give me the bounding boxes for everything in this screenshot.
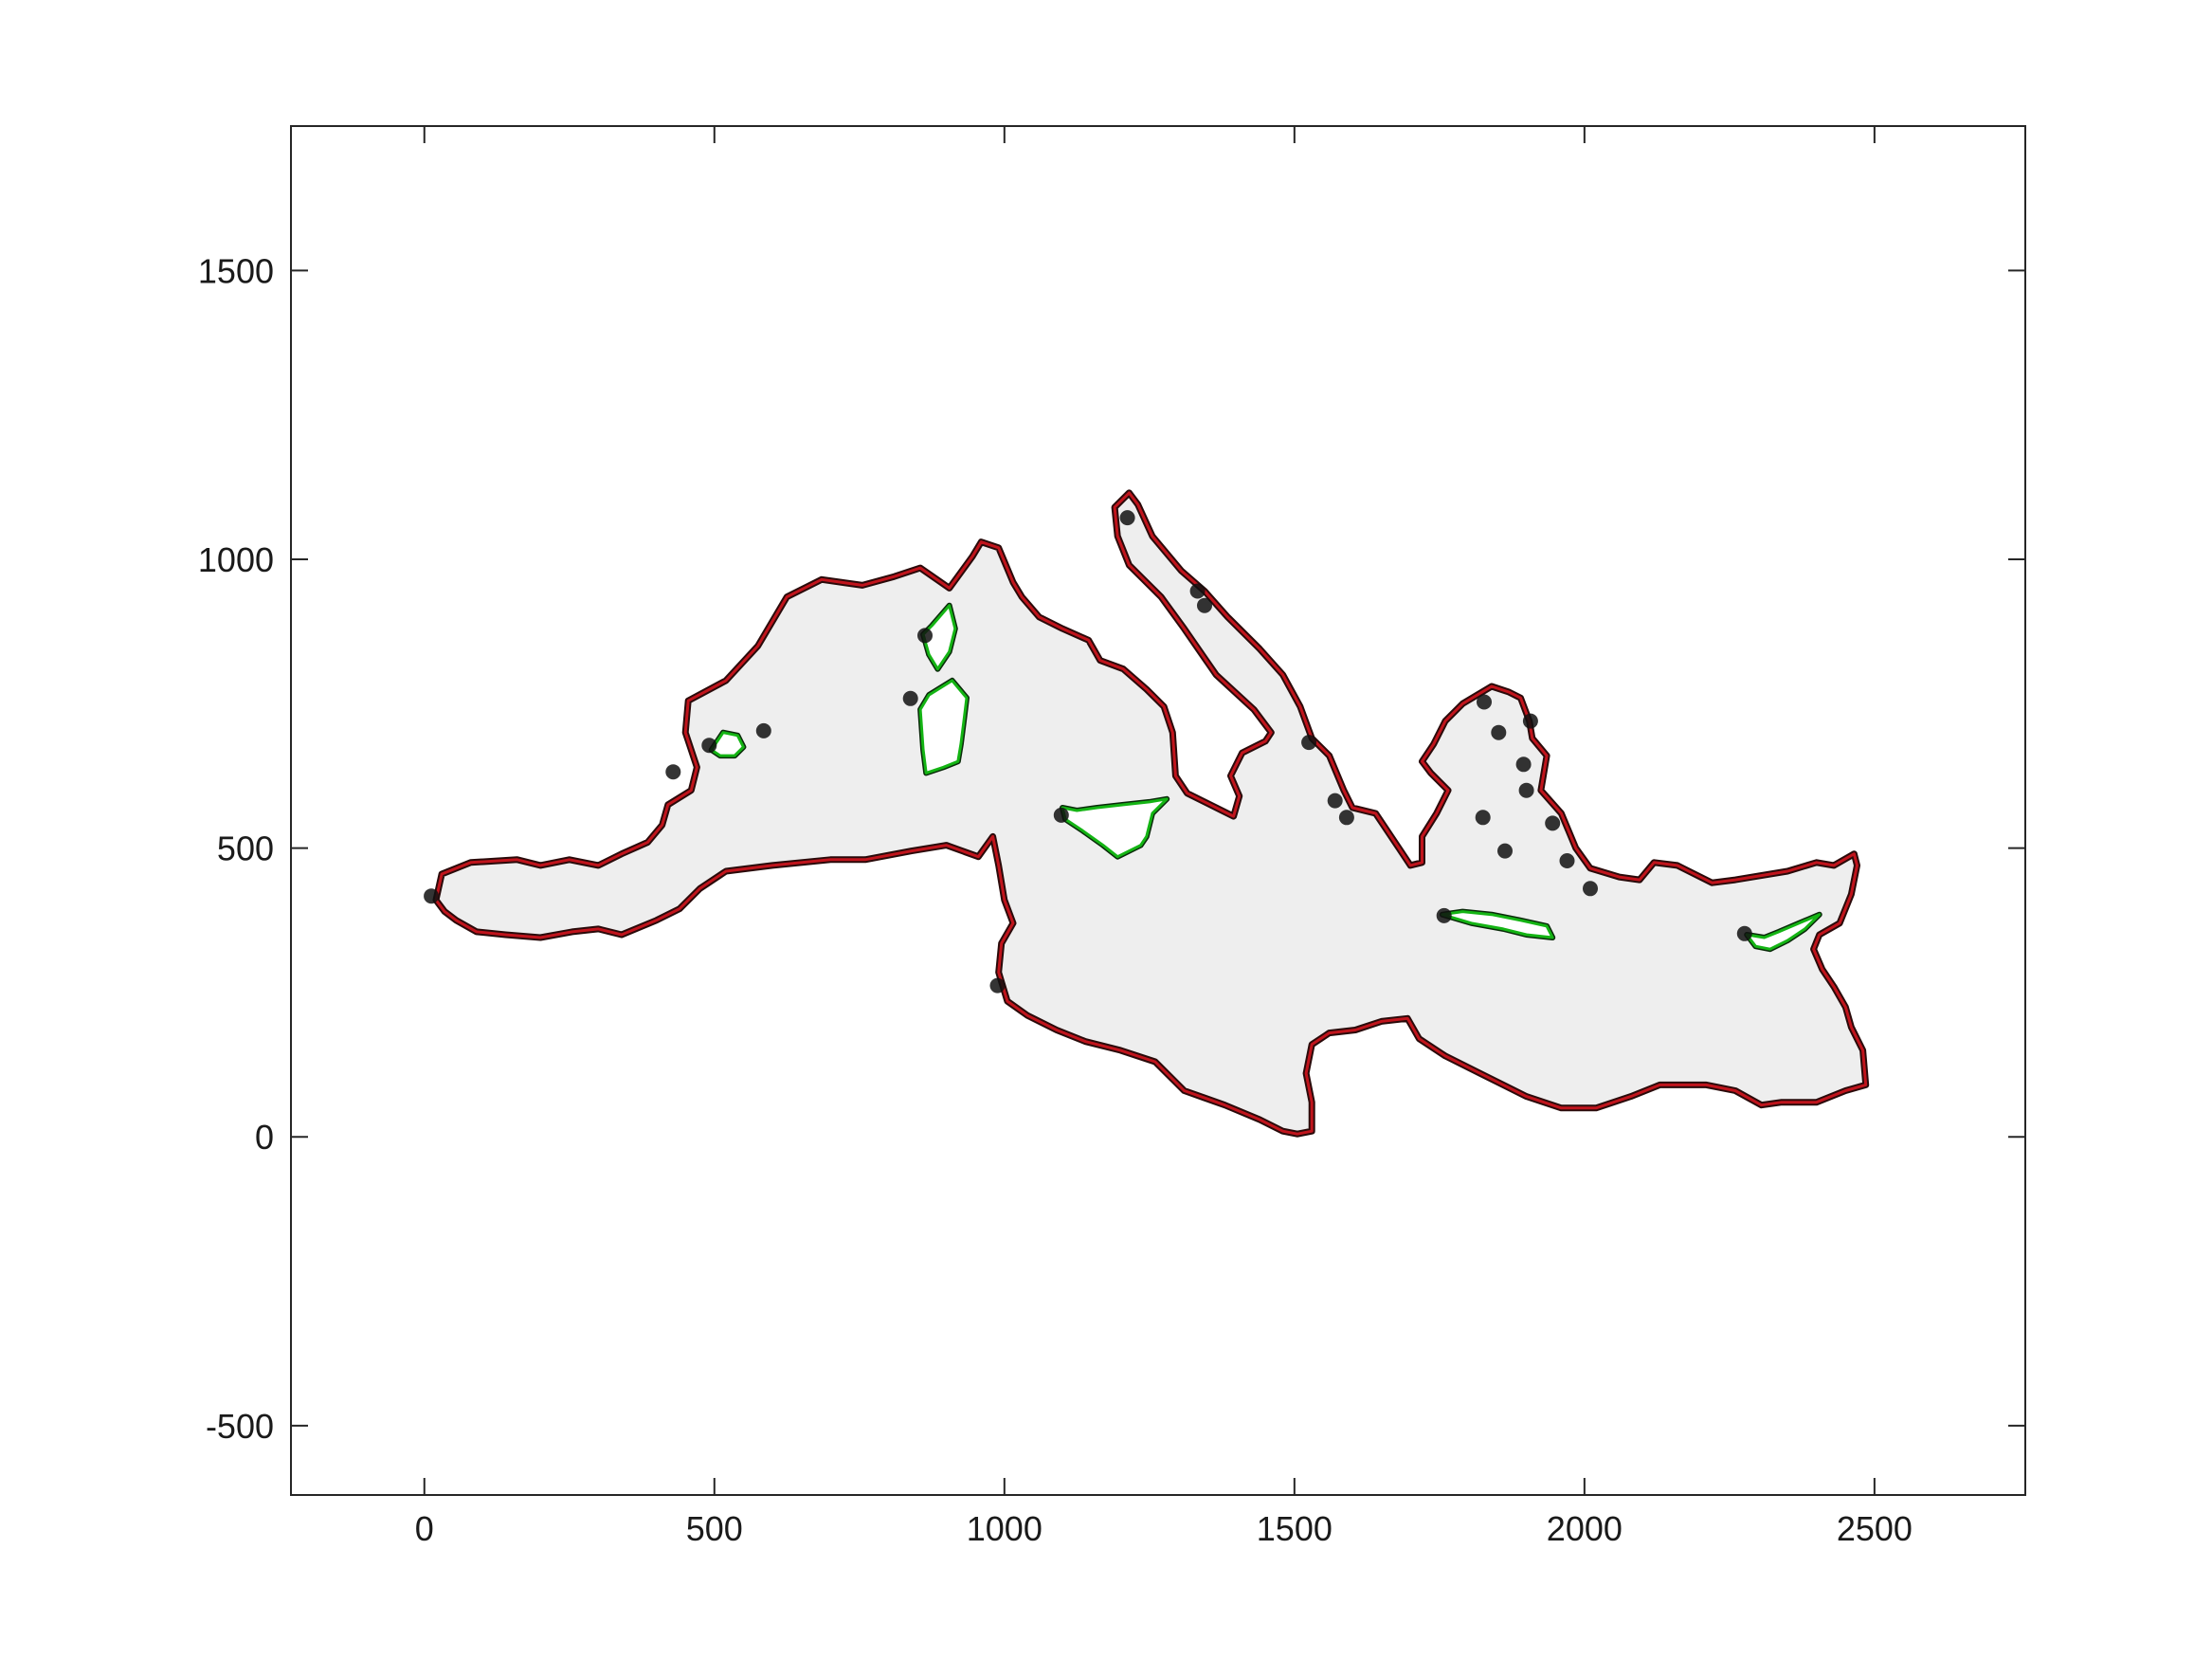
x-tick-label: 2500: [1837, 1509, 1913, 1548]
point-marker: [1522, 713, 1538, 729]
axes-frame: [290, 125, 2026, 1496]
x-tick-label: 2000: [1547, 1509, 1623, 1548]
point-marker: [1338, 810, 1354, 826]
point-marker: [917, 628, 933, 644]
x-tick-label: 1500: [1257, 1509, 1333, 1548]
y-tick-label: 1000: [198, 540, 274, 579]
x-tick-label: 500: [686, 1509, 743, 1548]
island-outline: [1061, 797, 1169, 859]
point-marker: [1736, 925, 1752, 941]
y-tick-label: 500: [217, 830, 274, 868]
point-marker: [1436, 907, 1452, 923]
point-marker: [1189, 583, 1206, 599]
y-tick-label: -500: [206, 1407, 274, 1446]
x-tick-label: 1000: [967, 1509, 1043, 1548]
point-marker: [755, 722, 771, 738]
point-marker: [1491, 724, 1507, 740]
island-outline: [1441, 910, 1554, 939]
island-outline: [1745, 913, 1822, 951]
point-marker: [1119, 510, 1135, 526]
point-marker: [1197, 597, 1212, 613]
island-outline: [918, 679, 969, 775]
point-marker: [1559, 853, 1575, 868]
point-marker: [1515, 757, 1532, 773]
point-marker: [1475, 810, 1491, 826]
point-marker: [665, 764, 681, 780]
x-tick-label: 0: [415, 1509, 434, 1548]
point-marker: [1053, 807, 1069, 823]
point-marker: [1301, 735, 1317, 751]
point-marker: [424, 888, 440, 904]
coastline-outline: [434, 491, 1868, 1136]
tick-layer: [291, 126, 2025, 1495]
point-marker: [1327, 793, 1343, 809]
island-outline: [710, 731, 745, 757]
point-marker: [701, 738, 717, 754]
point-marker: [1497, 843, 1513, 859]
plot-layer: [424, 489, 1870, 1138]
point-marker: [1583, 881, 1598, 897]
point-marker: [1518, 782, 1534, 798]
point-marker: [902, 690, 918, 706]
y-tick-label: 1500: [198, 251, 274, 290]
point-marker: [1545, 815, 1561, 831]
point-marker: [989, 977, 1006, 994]
y-tick-label: 0: [255, 1118, 274, 1157]
point-marker: [1477, 694, 1492, 710]
